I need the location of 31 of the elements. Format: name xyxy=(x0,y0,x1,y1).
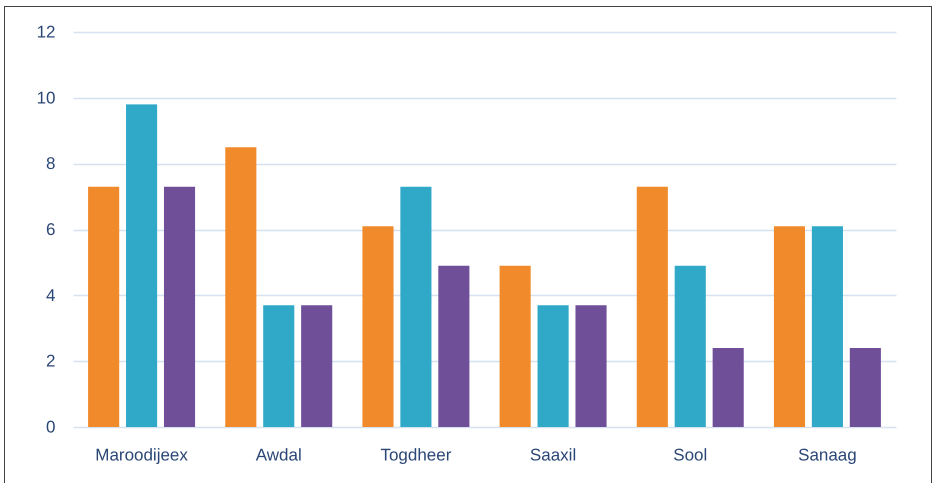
bar xyxy=(500,266,531,427)
bar xyxy=(164,186,196,427)
bar xyxy=(263,305,294,427)
bar xyxy=(88,186,120,427)
bar xyxy=(774,226,806,427)
x-tick-label: Togdheer xyxy=(380,446,452,464)
y-tick-label: 0 xyxy=(46,418,56,436)
bar xyxy=(301,305,332,427)
y-tick-label: 10 xyxy=(36,88,56,108)
bar xyxy=(400,186,432,427)
bar xyxy=(126,104,158,427)
bar xyxy=(362,226,394,427)
bar xyxy=(674,266,706,427)
y-tick-label: 4 xyxy=(46,286,56,305)
x-tick-label: Sool xyxy=(673,446,708,464)
y-tick-label: 2 xyxy=(46,352,56,371)
bar xyxy=(538,305,569,427)
x-tick-label: Awdal xyxy=(256,446,302,464)
x-tick-label: Sanaag xyxy=(798,446,857,464)
bar xyxy=(712,348,744,427)
bar xyxy=(575,305,607,427)
x-tick-label: Saaxil xyxy=(530,446,576,464)
bar xyxy=(636,186,668,427)
y-tick-label: 12 xyxy=(36,22,56,42)
bar xyxy=(438,266,470,427)
y-tick-label: 8 xyxy=(46,154,56,174)
bar xyxy=(850,348,881,427)
bar xyxy=(812,226,843,427)
bar xyxy=(225,147,256,427)
x-tick-label: Maroodijeex xyxy=(95,446,188,464)
y-tick-label: 6 xyxy=(46,220,56,239)
